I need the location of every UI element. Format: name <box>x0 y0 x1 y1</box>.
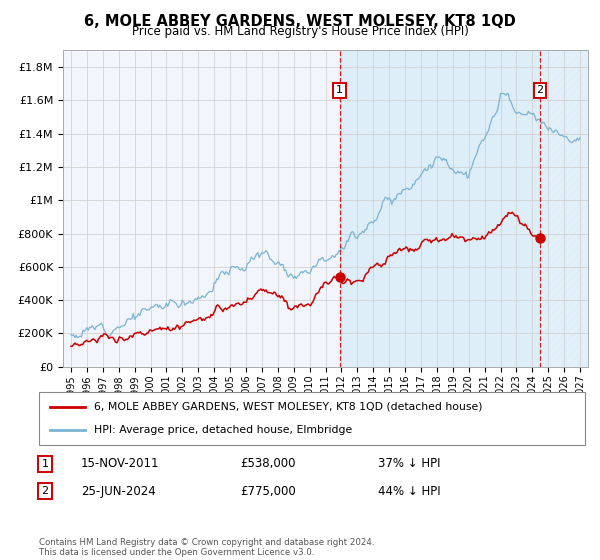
Text: 15-NOV-2011: 15-NOV-2011 <box>81 457 160 470</box>
Text: 6, MOLE ABBEY GARDENS, WEST MOLESEY, KT8 1QD: 6, MOLE ABBEY GARDENS, WEST MOLESEY, KT8… <box>84 14 516 29</box>
Text: 6, MOLE ABBEY GARDENS, WEST MOLESEY, KT8 1QD (detached house): 6, MOLE ABBEY GARDENS, WEST MOLESEY, KT8… <box>94 402 482 412</box>
Text: Price paid vs. HM Land Registry's House Price Index (HPI): Price paid vs. HM Land Registry's House … <box>131 25 469 38</box>
Bar <box>340 50 540 367</box>
Text: 2: 2 <box>536 85 544 95</box>
Text: 1: 1 <box>336 85 343 95</box>
Text: 1: 1 <box>41 459 49 469</box>
Text: £538,000: £538,000 <box>240 457 296 470</box>
Text: 25-JUN-2024: 25-JUN-2024 <box>81 484 156 498</box>
Bar <box>540 50 588 367</box>
FancyBboxPatch shape <box>39 392 585 445</box>
Text: 2: 2 <box>41 486 49 496</box>
Text: £775,000: £775,000 <box>240 484 296 498</box>
Text: 44% ↓ HPI: 44% ↓ HPI <box>378 484 440 498</box>
Text: Contains HM Land Registry data © Crown copyright and database right 2024.
This d: Contains HM Land Registry data © Crown c… <box>39 538 374 557</box>
Text: 37% ↓ HPI: 37% ↓ HPI <box>378 457 440 470</box>
Text: HPI: Average price, detached house, Elmbridge: HPI: Average price, detached house, Elmb… <box>94 425 352 435</box>
